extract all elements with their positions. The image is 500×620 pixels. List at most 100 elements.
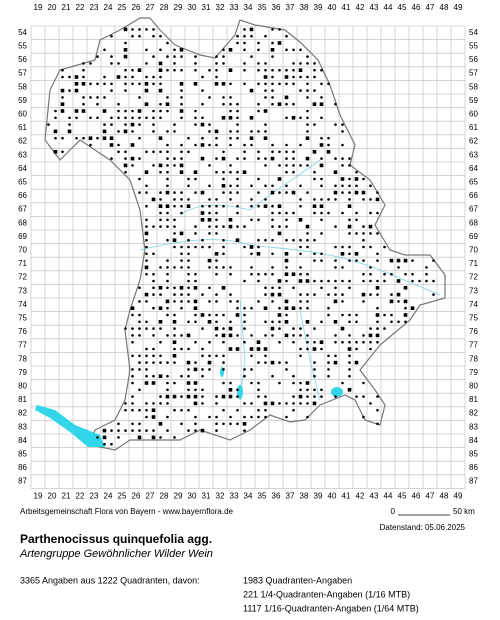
record-dot <box>229 422 232 426</box>
record-dot <box>208 184 211 188</box>
quadrant-square <box>312 347 317 351</box>
record-dot <box>278 82 281 86</box>
quadrant-square <box>347 388 352 392</box>
column-label: 27 <box>146 492 155 501</box>
record-dot <box>264 68 267 72</box>
record-dot <box>243 62 246 65</box>
record-dot <box>201 136 204 140</box>
record-dot <box>411 259 414 262</box>
quadrant-square <box>221 82 226 86</box>
record-dot <box>306 62 309 65</box>
record-dot <box>159 361 162 364</box>
record-dot <box>285 164 288 167</box>
row-label: 82 <box>469 409 478 418</box>
record-dot <box>292 327 295 330</box>
record-dot <box>222 327 225 330</box>
record-dot <box>201 395 204 398</box>
record-dot <box>173 55 176 58</box>
column-label: 42 <box>356 3 365 12</box>
record-dot <box>320 252 323 256</box>
record-dot <box>257 48 260 52</box>
record-dot <box>201 238 204 242</box>
record-dot <box>201 89 204 92</box>
record-dot <box>96 136 99 140</box>
record-dot <box>180 374 183 378</box>
quadrant-square <box>319 163 324 168</box>
quadrant-square <box>305 320 310 324</box>
record-dot <box>215 198 218 201</box>
record-dot <box>159 109 162 113</box>
record-dot <box>222 361 225 364</box>
column-label: 44 <box>384 3 393 12</box>
record-dot <box>355 211 358 215</box>
record-dot <box>194 225 197 228</box>
record-dot <box>250 266 253 269</box>
record-dot <box>152 374 155 378</box>
record-dot <box>159 354 162 358</box>
column-label: 31 <box>202 492 211 501</box>
record-dot <box>138 422 141 426</box>
quadrant-square <box>228 68 233 72</box>
record-dot <box>145 150 148 154</box>
record-dot <box>306 232 309 235</box>
record-dot <box>397 300 400 303</box>
record-dot <box>145 259 148 262</box>
record-dot <box>264 62 267 65</box>
record-dot <box>173 198 176 201</box>
record-dot <box>208 340 211 344</box>
record-dot <box>166 313 169 317</box>
record-dot <box>180 395 183 398</box>
record-dot <box>334 123 337 126</box>
record-dot <box>313 374 316 378</box>
quadrant-square <box>130 122 135 127</box>
record-dot <box>180 422 183 426</box>
record-dot <box>306 116 309 120</box>
quadrant-square <box>396 279 401 283</box>
record-dot <box>292 340 295 344</box>
record-dot <box>320 96 323 99</box>
record-dot <box>292 75 295 79</box>
record-dot <box>82 96 85 99</box>
record-dot <box>250 272 253 276</box>
record-dot <box>110 442 113 446</box>
date: Datenstand: 05.06.2025 <box>380 523 466 532</box>
record-dot <box>292 102 295 106</box>
quadrant-square <box>249 116 254 120</box>
record-dot <box>187 374 190 378</box>
record-dot <box>138 136 141 140</box>
record-dot <box>180 198 183 201</box>
column-label: 41 <box>342 492 351 501</box>
quadrant-square <box>333 360 338 365</box>
quadrant-square <box>249 88 254 93</box>
column-label: 40 <box>328 492 337 501</box>
record-dot <box>264 320 267 324</box>
record-dot <box>96 96 99 99</box>
quadrant-square <box>375 197 380 202</box>
record-dot <box>250 55 253 58</box>
record-dot <box>313 75 316 79</box>
record-dot <box>376 211 379 215</box>
quadrant-square <box>403 313 408 317</box>
record-dot <box>173 266 176 269</box>
record-dot <box>103 442 106 446</box>
record-dot <box>313 170 316 174</box>
record-dot <box>47 123 50 126</box>
record-dot <box>257 245 260 249</box>
record-dot <box>138 123 141 126</box>
record-dot <box>89 116 92 120</box>
quadrant-square <box>53 129 58 134</box>
record-dot <box>159 102 162 106</box>
record-dot <box>131 68 134 72</box>
record-dot <box>229 130 232 133</box>
record-dot <box>348 252 351 256</box>
row-label: 54 <box>18 28 27 37</box>
row-label: 70 <box>18 246 27 255</box>
record-dot <box>54 136 57 140</box>
record-dot <box>271 211 274 215</box>
quadrant-square <box>53 150 58 154</box>
record-dot <box>355 184 358 188</box>
quadrant-square <box>228 218 233 222</box>
row-label: 69 <box>469 232 478 241</box>
quadrant-square <box>277 313 282 317</box>
column-label: 47 <box>426 492 435 501</box>
